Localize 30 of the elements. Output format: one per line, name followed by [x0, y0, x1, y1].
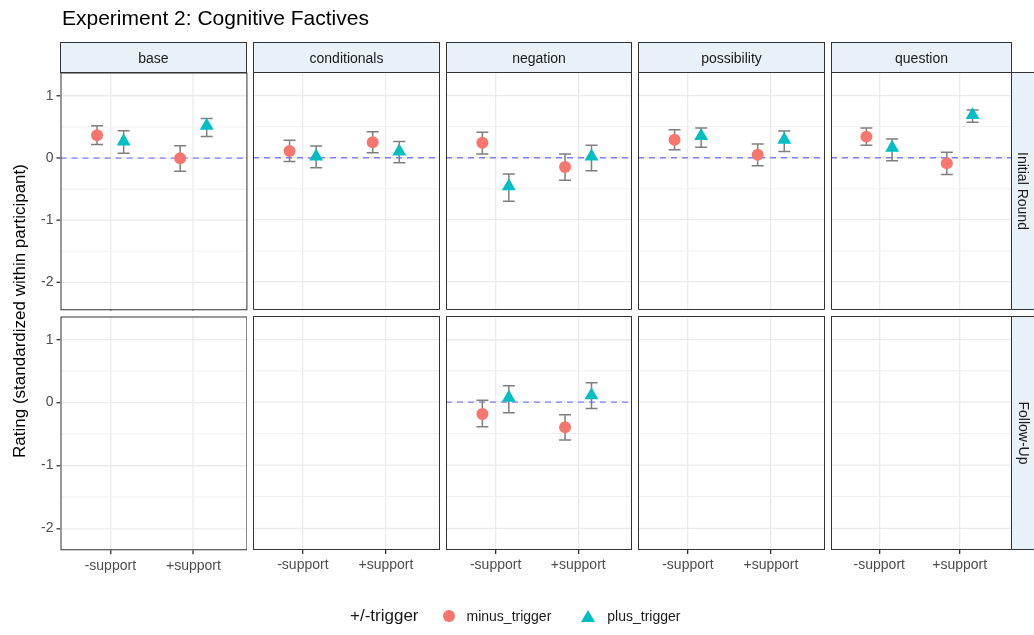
chart-title: question — [831, 42, 1012, 73]
x-tick-label: +support — [165, 556, 221, 573]
chart-title: base — [59, 42, 247, 73]
x-tick-label: +support — [743, 556, 799, 573]
x-tick-label: -support — [277, 556, 329, 573]
legend-label: plus_trigger — [607, 608, 681, 624]
y2-axis-title: Follow-Up — [1015, 401, 1032, 465]
y-tick-label: -2 — [40, 518, 54, 535]
y-tick-label: 1 — [45, 86, 54, 103]
legend-label: minus_trigger — [466, 608, 552, 624]
x-tick-label: -support — [469, 556, 522, 573]
chart-title: negation — [446, 42, 632, 73]
chart-title: conditionals — [253, 42, 440, 73]
x-tick-label: +support — [358, 556, 414, 573]
y-tick-label: 0 — [45, 148, 54, 165]
x-tick-label: +support — [550, 556, 606, 573]
y-axis-title: Rating (standardized within participant) — [10, 164, 30, 458]
legend-title: +/-trigger — [350, 606, 419, 626]
x-tick-label: +support — [932, 556, 988, 573]
y-tick-label: -2 — [40, 272, 54, 289]
chart-title: possibility — [638, 42, 825, 73]
x-tick-label: -support — [662, 556, 714, 573]
text: Experiment 2: Cognitive Factives — [62, 6, 369, 30]
x-tick-label: -support — [84, 556, 136, 573]
y2-axis-title: Initial Round — [1015, 152, 1032, 230]
x-tick-label: -support — [853, 556, 906, 573]
y-tick-label: -1 — [40, 455, 54, 472]
y-tick-label: 0 — [45, 393, 54, 410]
y-tick-label: -1 — [40, 210, 54, 227]
y-tick-label: 1 — [45, 330, 54, 347]
